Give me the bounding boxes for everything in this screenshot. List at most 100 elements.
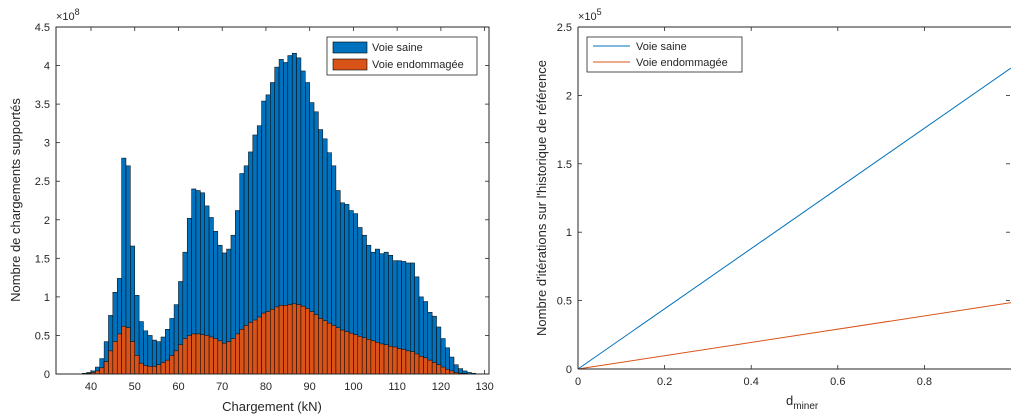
legend-swatch-voie-saine (332, 41, 368, 54)
line-y-multiplier-exponent: 5 (597, 7, 602, 17)
bar-voie-endommagee (405, 350, 411, 375)
bar-voie-endommagee (134, 355, 140, 375)
y-tick-label: 1.5 (557, 159, 572, 171)
bar-voie-endommagee (239, 329, 245, 375)
y-tick-label: 1.5 (35, 253, 50, 265)
bar-voie-endommagee (156, 364, 162, 375)
bar-voie-endommagee (410, 351, 415, 375)
bar-voie-endommagee (204, 335, 210, 375)
x-tick-label: 0.6 (830, 376, 845, 388)
bar-voie-endommagee (418, 356, 424, 375)
line-legend: Voie saine Voie endommagée (586, 36, 743, 73)
bar-voie-endommagee (200, 334, 205, 375)
bar-voie-endommagee (235, 333, 240, 375)
bar-voie-endommagee (388, 345, 394, 375)
bar-voie-endommagee (401, 349, 407, 375)
bar-voie-endommagee (427, 359, 433, 375)
bar-voie-endommagee (195, 333, 201, 375)
y-tick-label: 4.5 (35, 22, 50, 34)
histogram-ticks: 40 50 60 70 80 90 100 110 120 130 0 0.5 1 1.5 2 2.5 3 3.5… (35, 22, 494, 393)
bar-voie-endommagee (291, 303, 297, 375)
bar-voie-endommagee (313, 314, 319, 375)
bar-voie-endommagee (414, 353, 420, 375)
histogram-y-axis-label: Nombre de chargements supportés (8, 98, 23, 302)
bar-voie-endommagee (208, 336, 214, 375)
y-tick-label: 3 (44, 138, 50, 150)
bar-voie-endommagee (392, 346, 398, 375)
bar-voie-endommagee (213, 338, 219, 375)
x-tick-label: 0.8 (917, 376, 932, 388)
bar-voie-endommagee (165, 359, 170, 375)
bar-voie-endommagee (103, 361, 109, 375)
histogram-axes-box (55, 26, 490, 375)
y-tick-label: 1 (566, 227, 572, 239)
line-legend-label-voie-endommagee: Voie endommagée (636, 57, 728, 69)
bar-voie-endommagee (379, 343, 385, 375)
bar-voie-endommagee (261, 312, 267, 375)
bar-voie-endommagee (274, 306, 280, 375)
bar-voie-endommagee (147, 366, 153, 375)
line-series-group (577, 67, 1011, 370)
x-tick-label: 130 (475, 381, 493, 393)
bar-voie-endommagee (130, 341, 135, 375)
bar-voie-endommagee (217, 340, 223, 375)
bar-voie-endommagee (191, 333, 197, 375)
line-chart: 0 0.2 0.4 0.6 0.8 0 0.5 1 1.5 2 2.5 ×105 dminer No… (534, 7, 1011, 412)
y-tick-label: 0 (44, 369, 50, 381)
bar-voie-endommagee (423, 357, 429, 375)
x-tick-label: 80 (260, 381, 272, 393)
bar-voie-endommagee (436, 364, 442, 375)
bar-voie-endommagee (112, 341, 118, 375)
y-tick-label: 2 (566, 90, 572, 102)
bar-voie-endommagee (331, 325, 337, 375)
y-tick-label: 4 (44, 61, 50, 73)
bar-voie-endommagee (226, 341, 232, 375)
x-tick-label: 120 (432, 381, 450, 393)
y-tick-label: 0 (566, 364, 572, 376)
bar-voie-endommagee (243, 325, 249, 375)
x-tick-label: 0.2 (657, 376, 672, 388)
bar-voie-endommagee (375, 342, 380, 375)
bar-voie-endommagee (305, 308, 310, 375)
bar-voie-endommagee (278, 305, 284, 375)
bar-voie-endommagee (322, 320, 328, 375)
bar-voie-endommagee (361, 337, 367, 375)
bar-voie-endommagee (252, 319, 258, 375)
bar-voie-endommagee (138, 362, 144, 375)
bar-voie-endommagee (340, 329, 345, 375)
histogram-y-multiplier-exponent: 8 (75, 7, 80, 17)
bar-voie-endommagee (178, 344, 184, 375)
histogram-legend: Voie saine Voie endommagée (326, 36, 478, 76)
bar-voie-endommagee (283, 305, 289, 375)
line-series-voie-endommagee (577, 302, 1011, 370)
y-tick-label: 0.5 (35, 330, 50, 342)
bar-voie-endommagee (296, 304, 302, 375)
bar-voie-endommagee (396, 348, 402, 375)
line-series-voie-saine (577, 67, 1011, 370)
bar-voie-endommagee (186, 335, 192, 375)
bar-voie-endommagee (383, 344, 389, 375)
bar-voie-endommagee (440, 366, 446, 375)
bar-voie-endommagee (230, 338, 236, 375)
bar-voie-endommagee (335, 327, 341, 375)
bar-voie-endommagee (248, 322, 254, 375)
x-tick-label: 0.4 (744, 376, 759, 388)
x-tick-label: 100 (344, 381, 362, 393)
bar-voie-endommagee (357, 335, 363, 375)
histogram-y-multiplier: ×108 (56, 7, 80, 23)
line-legend-box (586, 36, 743, 73)
line-ticks: 0 0.2 0.4 0.6 0.8 0 0.5 1 1.5 2 2.5 (557, 22, 1010, 388)
bar-voie-endommagee (309, 311, 315, 375)
bar-voie-endommagee (221, 342, 227, 375)
line-plot-area (578, 27, 1011, 369)
legend-label-voie-endommagee: Voie endommagée (372, 59, 464, 71)
y-tick-label: 2.5 (35, 176, 50, 188)
x-tick-label: 90 (304, 381, 316, 393)
line-x-axis-label: dminer (786, 393, 819, 412)
bar-voie-endommagee (173, 350, 179, 375)
x-tick-label: 70 (216, 381, 228, 393)
bar-voie-endommagee (160, 362, 166, 375)
bar-voie-endommagee (270, 308, 275, 375)
bar-voie-endommagee (300, 305, 306, 375)
